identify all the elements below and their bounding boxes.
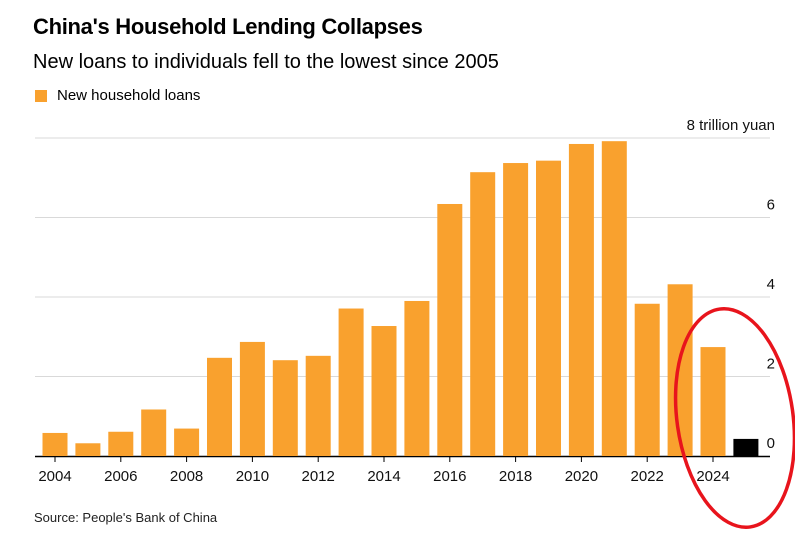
x-tick-label-2012: 2012 [302,468,335,485]
x-tick-label-2008: 2008 [170,468,203,485]
x-tick-label-2014: 2014 [367,468,400,485]
bar-2018 [503,163,529,457]
bar-2007 [141,409,167,456]
bar-2011 [272,360,298,456]
bar-2025 [733,438,759,456]
bar-2024 [700,347,726,456]
bar-2017 [470,172,496,456]
bar-2008 [174,428,200,456]
source-note: Source: People's Bank of China [34,510,218,525]
x-tick-label-2010: 2010 [236,468,269,485]
grid-lines [35,137,770,458]
bar-2006 [108,431,134,456]
y-axis-labels: 0 2 4 6 8 trillion yuan [687,117,775,452]
bar-2019 [536,160,561,456]
bar-2013 [338,308,364,456]
bars [42,141,759,457]
bar-2022 [634,303,660,456]
bar-2021 [601,141,627,456]
x-tick-label-2024: 2024 [696,468,729,485]
x-tick-label-2020: 2020 [565,468,598,485]
y-tick-label-4: 4 [767,276,775,293]
bar-2016 [437,203,463,456]
bar-2005 [75,443,101,456]
bar-2004 [42,432,68,456]
y-tick-label-8: 8 trillion yuan [687,117,775,134]
bar-2020 [568,143,594,456]
x-axis-ticks: 2004 2006 2008 2010 2012 2014 2016 2018 2020 2022… [38,456,730,485]
bar-2023 [667,284,693,456]
bar-2010 [239,341,265,456]
bar-2009 [207,357,232,456]
y-tick-label-0: 0 [767,435,775,452]
x-tick-label-2006: 2006 [104,468,137,485]
legend-label: New household loans [57,87,201,104]
chart-title: China's Household Lending Collapses [33,14,423,39]
x-tick-label-2004: 2004 [38,468,71,485]
x-tick-label-2022: 2022 [631,468,664,485]
chart-subtitle: New loans to individuals fell to the low… [33,51,499,73]
y-tick-label-6: 6 [767,197,775,214]
bar-2012 [305,355,331,456]
y-tick-label-2: 2 [767,356,775,373]
legend-swatch [35,89,47,102]
annotations [673,307,795,529]
red-circle-highlight [673,307,795,529]
x-tick-label-2018: 2018 [499,468,532,485]
bar-2015 [404,300,430,456]
x-tick-label-2016: 2016 [433,468,466,485]
bar-2014 [371,326,397,456]
legend: New household loans [35,87,200,104]
